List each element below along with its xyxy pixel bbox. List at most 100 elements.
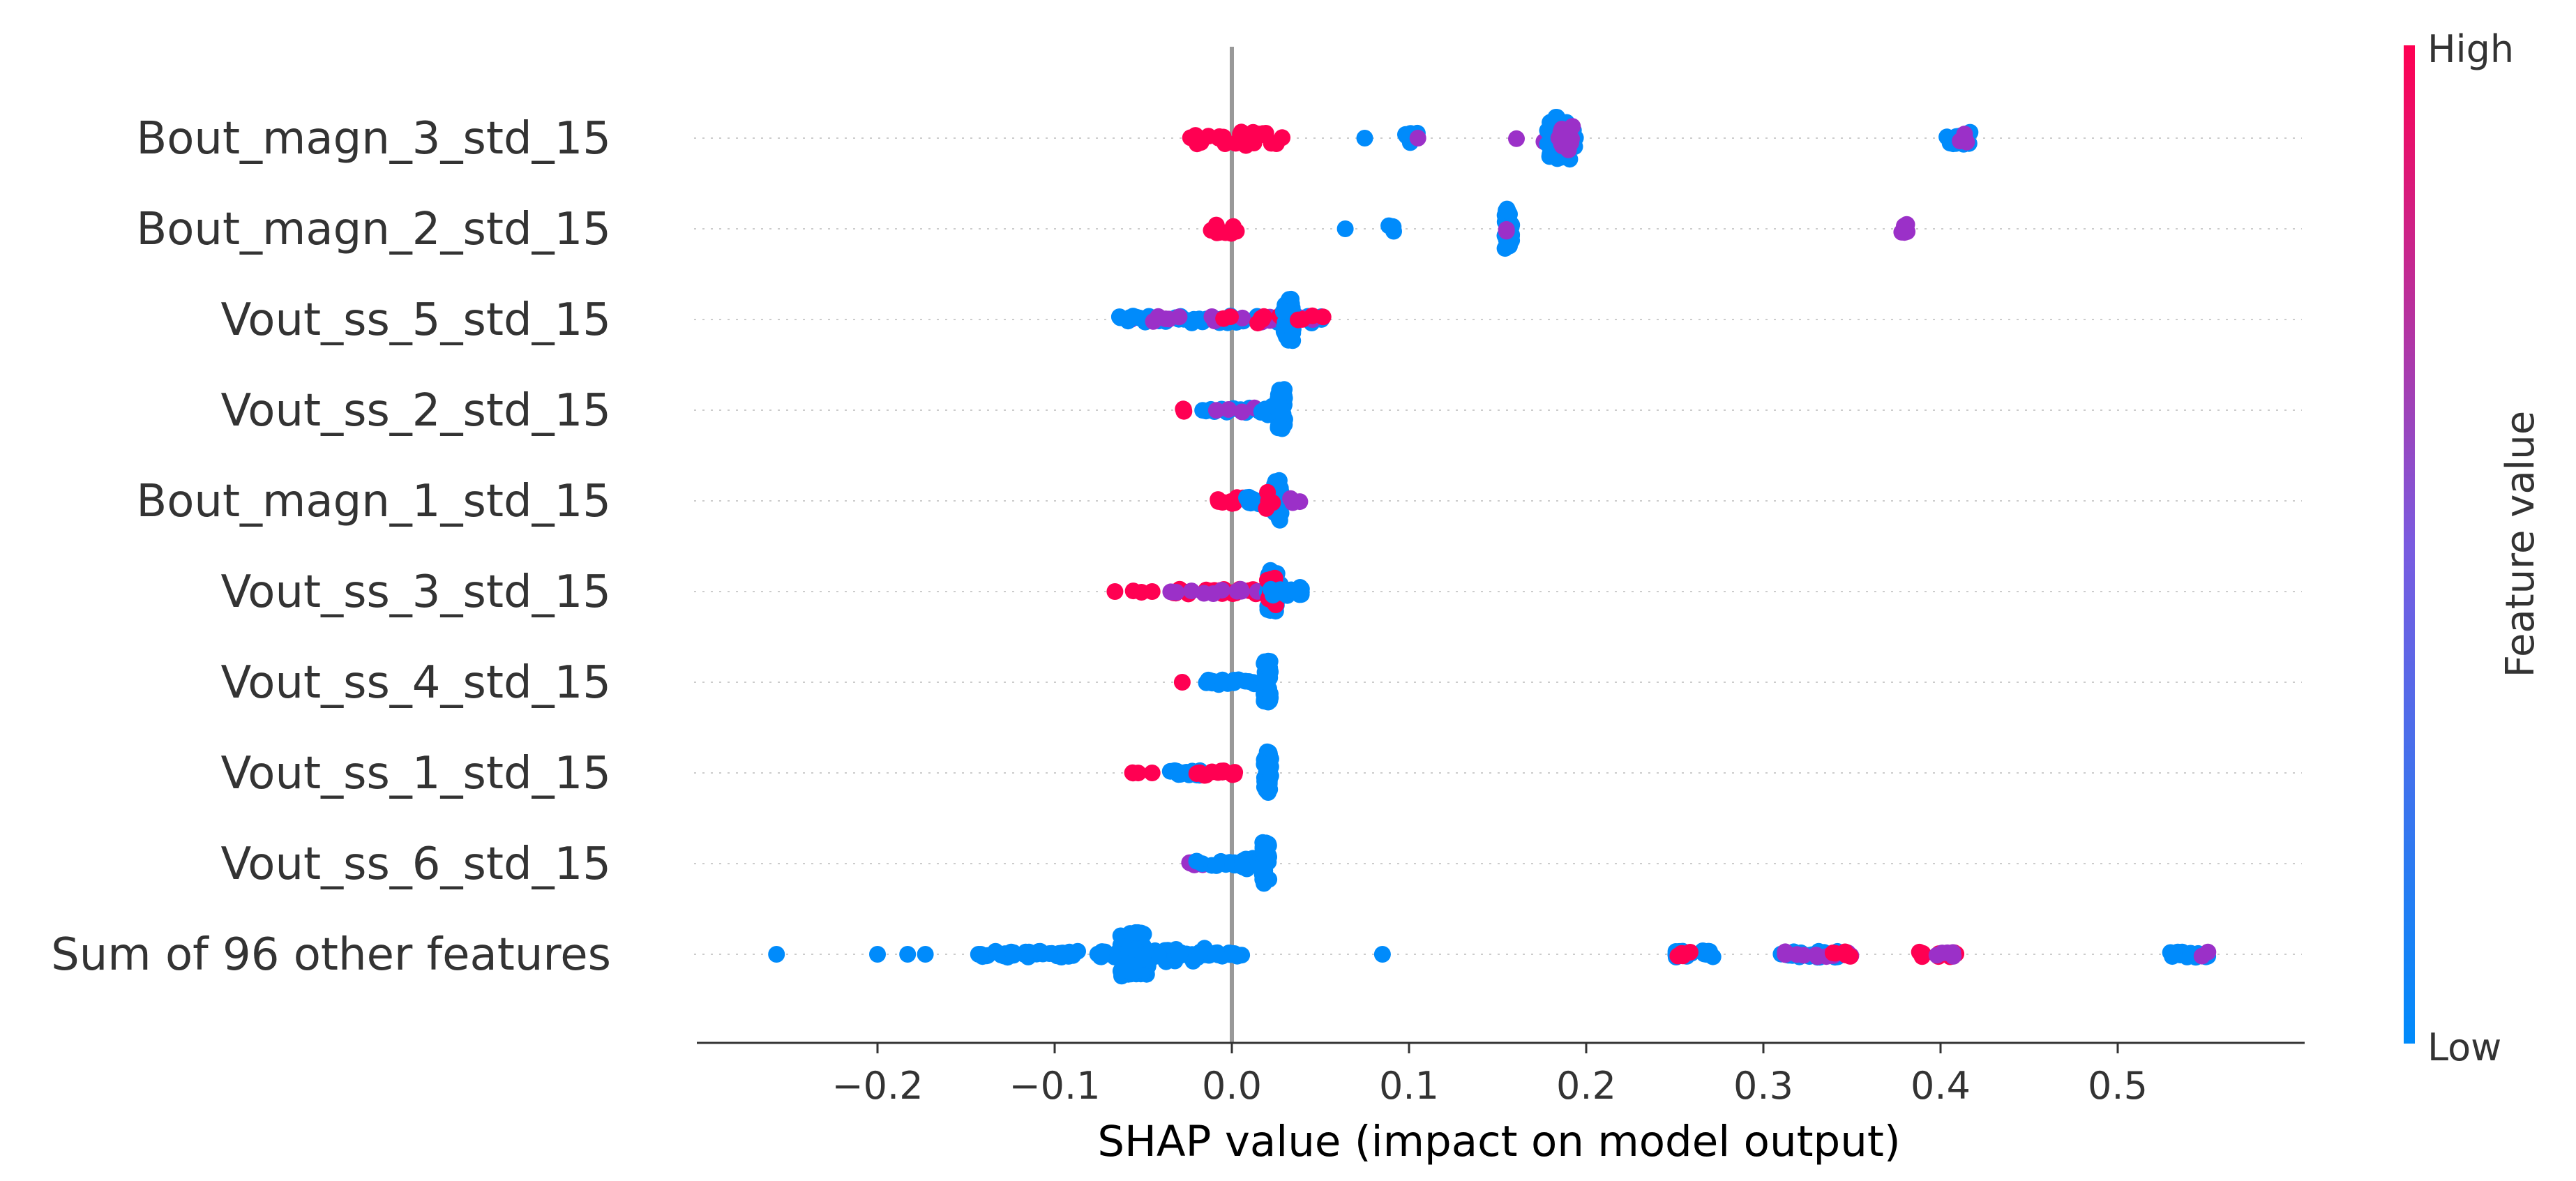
data-point [1498,223,1515,240]
feature-label: Bout_magn_3_std_15 [136,113,611,165]
data-point [1226,674,1242,691]
data-point [1256,755,1273,773]
data-point [1143,765,1161,781]
data-point [1274,303,1292,320]
data-point [1175,400,1192,418]
feature-label: Vout_ss_5_std_15 [220,294,611,346]
data-point [768,946,785,963]
x-tick-label: 0.0 [1202,1064,1262,1108]
data-point [1157,310,1175,328]
x-tick-label: 0.4 [1911,1064,1971,1108]
data-point [1256,654,1274,671]
data-point [1956,126,1973,143]
data-point [1194,402,1212,419]
colorbar-gradient [2404,45,2415,1044]
data-point [899,946,917,963]
data-point [1499,202,1516,220]
data-point [1173,674,1191,691]
data-point [972,946,990,963]
data-point [1224,222,1241,239]
data-point [869,946,886,963]
x-tick-label: −0.1 [1009,1064,1100,1108]
data-point [1232,580,1249,598]
data-point [1187,127,1204,144]
data-point [1210,764,1227,781]
data-point [1183,582,1200,600]
data-point [1234,858,1251,875]
data-point [1207,402,1225,419]
data-point [1134,950,1152,968]
data-point [1258,836,1276,852]
feature-label: Sum of 96 other features [51,929,611,981]
data-point [1694,942,1711,960]
data-point [1284,324,1302,342]
data-point [1249,315,1267,332]
data-point [1508,130,1525,147]
data-point [1682,944,1698,961]
data-point [2164,947,2180,964]
data-point [1188,765,1205,782]
x-axis-ticks: −0.2 −0.1 0.0 0.1 0.2 0.3 0.4 0.5 [831,1043,2148,1108]
feature-label: Vout_ss_3_std_15 [220,566,611,618]
data-point [1064,947,1082,964]
data-point [1256,672,1273,690]
data-point [1207,945,1225,962]
data-point [1788,946,1806,963]
data-point [1564,118,1581,135]
data-point [1191,310,1208,328]
colorbar-high-label: High [2427,27,2514,71]
data-point [1207,857,1225,874]
data-point [1211,128,1228,145]
data-point [1191,944,1209,961]
x-axis-title: SHAP value (impact on model output) [1097,1117,1900,1166]
data-point [1196,585,1212,602]
data-point [1223,945,1241,962]
data-point [1213,582,1230,599]
data-point [1124,765,1142,782]
data-point [917,946,934,963]
feature-label: Bout_magn_2_std_15 [136,204,611,255]
data-point [1257,126,1274,144]
data-point [2199,943,2217,961]
x-tick-label: 0.2 [1556,1064,1616,1108]
data-point [1409,130,1426,146]
feature-labels: Bout_magn_3_std_15 Bout_magn_2_std_15 Vout… [51,113,611,981]
data-point [1373,946,1391,963]
row-gridlines [694,137,2302,955]
data-point [1220,401,1237,418]
data-point [1897,218,1915,235]
data-point [1380,217,1398,234]
data-point [1143,583,1161,600]
data-point [1168,762,1185,780]
data-point [1106,583,1124,600]
colorbar-low-label: Low [2427,1025,2501,1069]
data-point [1336,220,1354,237]
feature-label: Vout_ss_4_std_15 [220,657,611,709]
data-point [1210,492,1227,510]
data-point [1258,780,1275,797]
colorbar: High Low Feature value [2404,27,2543,1069]
data-point [1274,129,1291,146]
data-point [1258,499,1275,517]
x-tick-label: 0.5 [2088,1064,2148,1108]
data-point [1293,310,1311,328]
data-point [1233,403,1251,421]
colorbar-title: Feature value [2498,411,2543,677]
data-point [1945,947,1962,965]
x-tick-label: 0.3 [1733,1064,1793,1108]
data-point [1244,126,1262,143]
feature-label: Vout_ss_6_std_15 [220,838,611,890]
data-point [1837,943,1854,961]
data-point [1254,863,1272,880]
data-point [1293,580,1310,598]
data-point [1041,945,1058,962]
data-point [1550,129,1567,146]
feature-label: Vout_ss_1_std_15 [220,748,611,799]
data-point [1162,583,1180,601]
data-point [1911,943,1928,961]
data-point [1211,224,1228,241]
data-point [1356,130,1373,146]
data-point [1020,943,1038,961]
data-point [1809,948,1826,965]
